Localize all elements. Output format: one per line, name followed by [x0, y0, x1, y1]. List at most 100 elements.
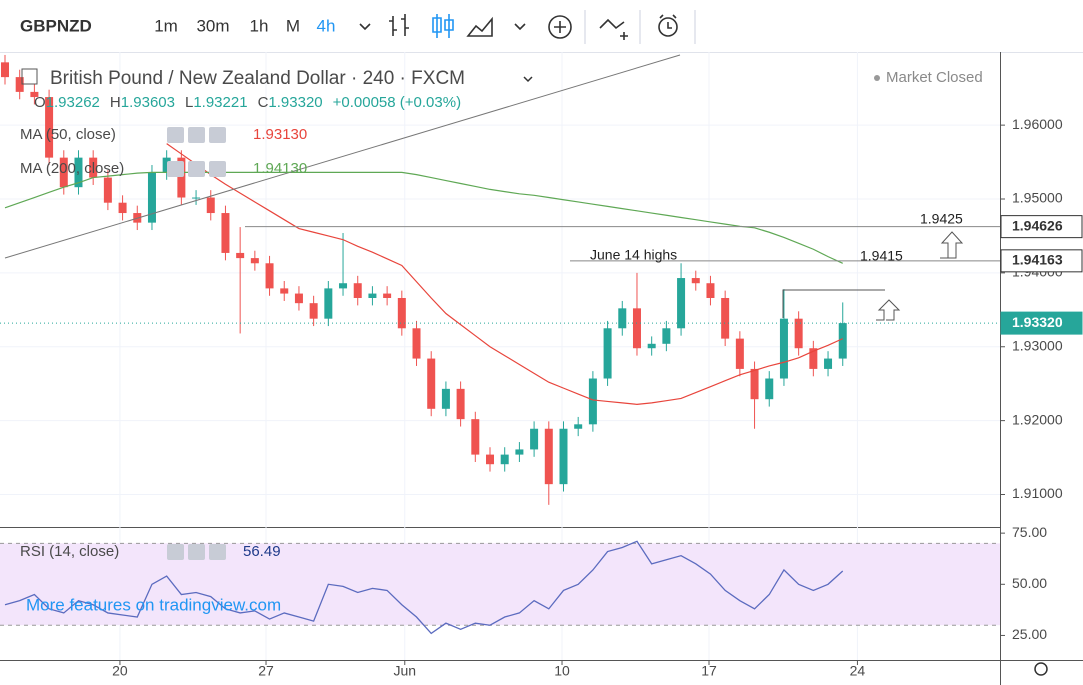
candle-body [500, 454, 509, 465]
alert-hands [659, 14, 677, 29]
annotation: June 14 highs [590, 247, 677, 263]
add-indicator-icon[interactable] [548, 15, 572, 39]
x-tick-label: 17 [701, 663, 717, 679]
dropdown-icon[interactable] [359, 23, 371, 31]
annotation: 1.9425 [920, 211, 963, 227]
candle-body [15, 77, 24, 92]
y-tick-label: 1.92000 [1012, 411, 1063, 427]
candle-body [0, 62, 9, 78]
y-tick-label: 1.96000 [1012, 116, 1063, 132]
legend-title: British Pound / New Zealand Dollar · 240… [50, 68, 465, 89]
area-icon[interactable] [466, 16, 493, 37]
candle-body [618, 308, 627, 329]
legend-icon[interactable] [209, 161, 226, 177]
candle-body [383, 293, 392, 298]
candle-body [339, 283, 348, 289]
price-tag [1000, 311, 1083, 335]
candle-body [691, 278, 700, 284]
candle-body [368, 293, 377, 298]
candles-icon[interactable] [432, 14, 454, 38]
candle-body [632, 308, 641, 349]
candle-body [147, 172, 156, 223]
annotations: June 14 highs 1.9415 1.9425 [590, 211, 964, 321]
interval-group: 1m 30m 1h M 4h [154, 16, 335, 35]
price-tag-label: 1.93320 [1012, 314, 1063, 330]
ohlc-key: L [185, 94, 193, 111]
candle-body [515, 449, 524, 455]
candle-body [838, 323, 847, 359]
settings-icon[interactable] [1034, 662, 1048, 676]
candle-body [721, 297, 730, 339]
add-plus [554, 21, 566, 33]
price-tag-label: 1.94626 [1012, 217, 1063, 233]
interval-button[interactable]: 1h [250, 16, 269, 35]
candle-body [809, 348, 818, 369]
interval-button[interactable]: 4h [317, 16, 336, 35]
candle-body [74, 157, 83, 188]
x-tick-label: 10 [554, 663, 570, 679]
ohlc-key: O [34, 94, 46, 111]
symbol-icon [21, 68, 38, 85]
legend-icon[interactable] [167, 161, 184, 177]
axes: 1.910001.920001.930001.940001.950001.960… [112, 116, 1083, 679]
moving-average [166, 143, 843, 405]
candle-body [265, 263, 274, 289]
rsi-line [4, 540, 844, 635]
rsi-tick-label: 25.00 [1012, 626, 1047, 642]
bars-icon[interactable] [389, 14, 409, 36]
candle-body [236, 252, 245, 259]
legend-icon[interactable] [188, 544, 205, 560]
up-arrow [876, 299, 901, 321]
legend-icon[interactable] [188, 127, 205, 143]
legend-icon[interactable] [209, 544, 226, 560]
price-pane [0, 54, 1000, 505]
candle-body [324, 288, 333, 319]
compare-icon[interactable] [599, 18, 628, 40]
interval-button[interactable]: 30m [196, 16, 229, 35]
moving-average [4, 171, 843, 264]
price-tag [1000, 249, 1083, 273]
legend-icon[interactable] [209, 127, 226, 143]
candle-body [706, 283, 715, 298]
candle-body [412, 328, 421, 359]
candle-body [397, 297, 406, 329]
trend-line[interactable] [4, 54, 681, 259]
candle-body [250, 258, 259, 264]
rsi-value: 56.49 [243, 543, 281, 560]
x-tick-label: Jun [393, 663, 416, 679]
alert-icon[interactable] [658, 17, 678, 37]
ohlc-value: 1.93603 [121, 94, 175, 111]
candle-body [544, 428, 553, 485]
legend-icon[interactable] [188, 161, 205, 177]
x-tick-label: 20 [112, 663, 128, 679]
ohlc-key: C [258, 94, 269, 111]
rsi-name: RSI (14, close) [20, 543, 119, 560]
annotation: 1.9415 [860, 248, 903, 264]
legend-icon[interactable] [167, 127, 184, 143]
candle-body [794, 318, 803, 349]
candle-body [89, 157, 98, 178]
symbol[interactable]: GBPNZD [20, 16, 92, 35]
rsi-pane: RSI (14, close) 56.49 [0, 540, 1000, 635]
candle-body [456, 388, 465, 420]
watermark[interactable]: More features on tradingview.com [26, 595, 281, 614]
candle-body [162, 157, 171, 173]
candle-body [779, 318, 788, 379]
candle-body [30, 91, 39, 98]
candle-body [588, 378, 597, 425]
ohlc-value: 1.93262 [46, 94, 100, 111]
candle-body [59, 157, 68, 188]
candle-body [530, 428, 539, 450]
candle-body [441, 388, 450, 409]
indicator-legend: MA (50, close) 1.93130 MA (200, close) 1.94… [20, 126, 307, 560]
legend-dropdown[interactable] [523, 76, 533, 83]
toolbar-separator [584, 10, 696, 44]
interval-button[interactable]: 1m [154, 16, 178, 35]
candle-body [118, 202, 127, 214]
indicator-value: 1.94130 [253, 160, 307, 177]
dropdown-icon[interactable] [514, 23, 526, 31]
legend-icon[interactable] [167, 544, 184, 560]
candle-body [353, 283, 362, 298]
interval-button[interactable]: M [286, 16, 300, 35]
candle-body [677, 278, 686, 329]
